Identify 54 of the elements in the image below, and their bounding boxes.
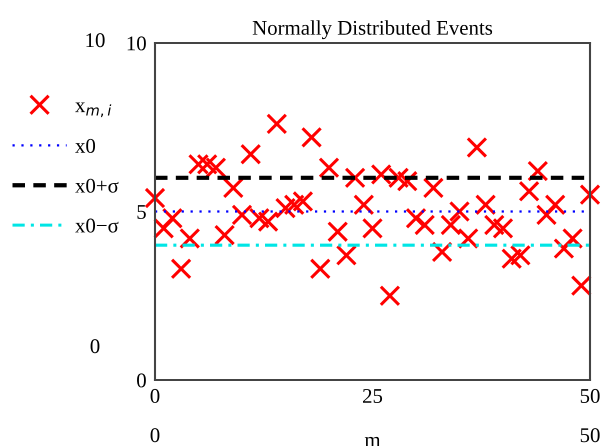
point (284, 194, 305, 216)
text: 10 (86, 33, 105, 48)
text: 0 (90, 339, 100, 354)
point (544, 194, 566, 216)
x-tick-label: 50 (580, 388, 600, 403)
point (310, 258, 331, 280)
point (458, 228, 479, 250)
y-tick-label: 0 (137, 373, 146, 388)
point (344, 167, 366, 188)
point (214, 224, 236, 246)
text: 50 (580, 428, 600, 442)
point (536, 204, 558, 226)
point (440, 214, 462, 236)
point (144, 187, 166, 209)
point (266, 113, 288, 134)
ref-line-label: x0+σ (75, 178, 118, 193)
point (553, 238, 574, 260)
point (379, 285, 400, 306)
point (414, 214, 436, 236)
point (301, 126, 322, 148)
point (292, 190, 314, 212)
y-tick-label: 5 (137, 205, 146, 219)
point (318, 157, 340, 178)
legend-label: x$_{m,i}$ (75, 102, 112, 118)
point (153, 218, 174, 239)
point (179, 228, 200, 250)
x-tick-label: 25 (363, 388, 382, 403)
point (492, 218, 514, 239)
point (196, 154, 218, 175)
point (274, 198, 296, 219)
legend-label: x0−σ (75, 218, 118, 233)
legend-label: x0 (75, 138, 96, 153)
point (570, 275, 592, 296)
point (501, 248, 522, 270)
point (475, 194, 496, 216)
x-tick-label: 0 (150, 388, 160, 403)
point (579, 184, 601, 206)
text: 0 (150, 428, 160, 442)
point (170, 258, 192, 280)
point (405, 208, 427, 229)
point (518, 180, 540, 202)
y-tick-label: 10 (128, 36, 146, 50)
point (258, 211, 279, 232)
point (562, 228, 584, 250)
point (448, 200, 470, 222)
point (484, 214, 505, 236)
point (240, 144, 262, 165)
point (162, 208, 183, 229)
chart-title: Normally Distributed Events (252, 20, 492, 40)
point (327, 221, 348, 242)
point (527, 160, 548, 182)
point (362, 218, 384, 239)
point (466, 136, 488, 158)
point (353, 194, 374, 216)
